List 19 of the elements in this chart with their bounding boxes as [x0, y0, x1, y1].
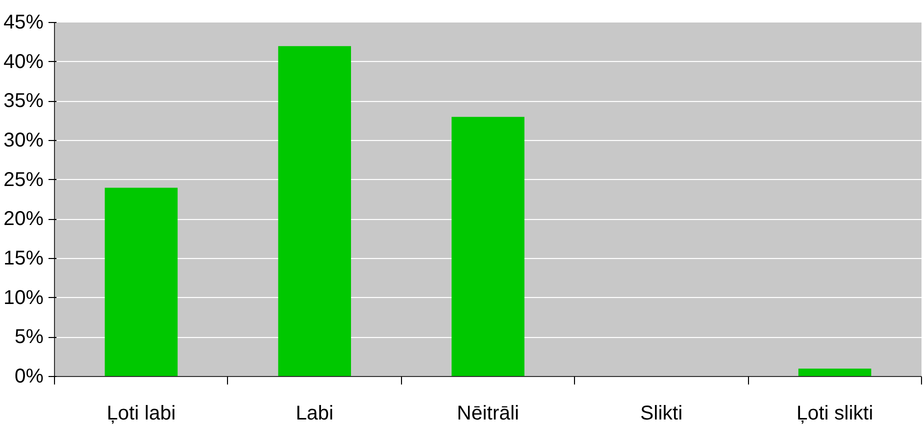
y-tick-label: 35% [3, 90, 44, 112]
bar [104, 188, 178, 376]
y-tick-label: 10% [3, 286, 44, 309]
y-tick-label: 40% [3, 50, 44, 73]
bar [798, 368, 872, 376]
x-tick-label: Ļoti slikti [796, 402, 874, 424]
x-tick-label: Slikti [640, 402, 683, 424]
bar [278, 46, 352, 376]
y-tick-label: 5% [14, 326, 44, 348]
y-tick-label: 20% [3, 208, 44, 230]
y-tick-label: 25% [3, 168, 44, 191]
x-tick-label: Ļoti labi [106, 402, 176, 424]
y-tick-label: 30% [3, 130, 44, 152]
y-tick-label: 0% [14, 366, 44, 388]
x-tick-label: Nēitrāli [456, 402, 520, 424]
y-tick-label: 15% [3, 248, 44, 270]
bar [452, 116, 524, 376]
y-tick-label: 45% [3, 12, 44, 34]
x-tick-label: Labi [296, 402, 334, 424]
